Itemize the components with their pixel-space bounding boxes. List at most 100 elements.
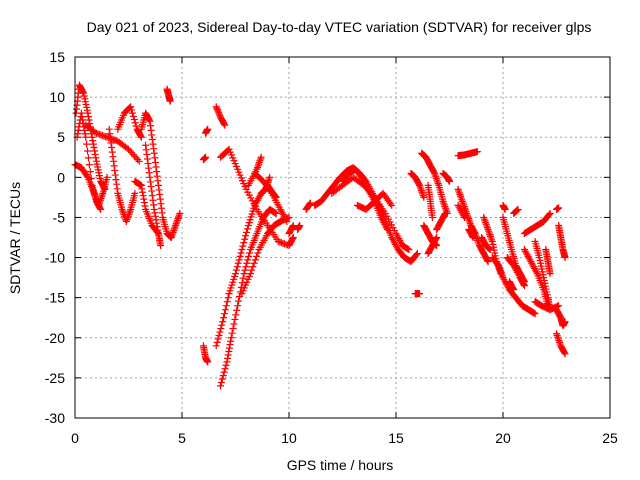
- data-point: [220, 314, 228, 322]
- data-point: [255, 160, 263, 168]
- data-point: [266, 173, 274, 181]
- data-point: [140, 199, 148, 207]
- data-point: [108, 144, 116, 152]
- data-point: [204, 125, 212, 133]
- data-point: [118, 205, 126, 213]
- data-point: [431, 169, 439, 177]
- data-point: [388, 201, 396, 209]
- data-point: [497, 267, 505, 275]
- y-tick-label: -10: [45, 250, 65, 266]
- data-point: [416, 183, 424, 191]
- series-arc-13: [212, 103, 229, 129]
- data-point: [486, 232, 494, 240]
- data-point: [111, 171, 119, 179]
- data-point: [555, 302, 563, 310]
- series-arc-6: [114, 103, 145, 141]
- data-point: [131, 189, 139, 197]
- data-point: [484, 225, 492, 233]
- data-point: [154, 228, 162, 236]
- data-point: [91, 150, 99, 158]
- x-axis-ticks: 0 5 10 15 20 25: [71, 57, 618, 446]
- data-point: [225, 344, 233, 352]
- series-arc-17: [199, 342, 212, 366]
- data-point: [90, 144, 98, 152]
- data-point: [455, 189, 463, 197]
- data-point: [158, 209, 166, 217]
- y-tick-label: 0: [57, 169, 65, 185]
- series-arc-11: [163, 85, 174, 105]
- data-point: [245, 252, 253, 260]
- data-point: [561, 318, 569, 326]
- y-axis-label: SDTVAR / TECUs: [7, 182, 23, 294]
- data-point: [289, 223, 297, 231]
- data-point: [442, 206, 450, 214]
- data-point: [480, 213, 488, 221]
- data-point: [107, 139, 115, 147]
- series-arc-41: [465, 225, 477, 241]
- data-point: [223, 298, 231, 306]
- y-tick-label: -20: [45, 330, 65, 346]
- data-point: [98, 193, 106, 201]
- data-point: [271, 192, 279, 200]
- data-point: [233, 263, 241, 271]
- series-arc-3: [73, 109, 105, 213]
- data-point: [466, 218, 474, 226]
- data-point: [138, 185, 146, 193]
- data-point: [246, 249, 254, 257]
- data-point: [173, 218, 181, 226]
- data-point: [487, 234, 495, 242]
- series-arc-40: [454, 201, 468, 221]
- data-point: [255, 158, 263, 166]
- data-point: [244, 256, 252, 264]
- data-point: [465, 216, 473, 224]
- data-point: [214, 107, 222, 115]
- data-point: [110, 162, 118, 170]
- data-point: [146, 173, 154, 181]
- data-point: [434, 178, 442, 186]
- data-point: [241, 235, 249, 243]
- data-point: [153, 168, 161, 176]
- data-point: [480, 215, 488, 223]
- data-point: [434, 180, 442, 188]
- data-point: [202, 153, 210, 161]
- data-point: [234, 259, 242, 267]
- data-point: [84, 109, 92, 117]
- data-point: [272, 193, 280, 201]
- series-arc-45: [499, 201, 509, 213]
- data-point: [217, 382, 225, 390]
- data-point: [147, 122, 155, 130]
- data-point: [283, 217, 291, 225]
- data-point: [97, 205, 105, 213]
- data-point: [144, 160, 152, 168]
- series-arc-29: [353, 189, 396, 213]
- data-point: [218, 375, 226, 383]
- series-arc-47: [503, 254, 528, 290]
- data-point: [514, 205, 522, 213]
- data-point: [405, 246, 413, 254]
- x-tick-label: 25: [602, 430, 618, 446]
- data-point: [122, 217, 130, 225]
- data-point: [217, 378, 225, 386]
- data-point: [282, 216, 290, 224]
- data-point: [150, 145, 158, 153]
- data-point: [166, 97, 174, 105]
- data-point: [151, 212, 159, 220]
- data-point: [86, 168, 94, 176]
- data-point: [440, 199, 448, 207]
- data-point: [556, 338, 564, 346]
- data-point: [113, 185, 121, 193]
- data-point: [151, 154, 159, 162]
- data-point: [141, 202, 149, 210]
- data-point: [91, 128, 99, 136]
- data-point: [119, 207, 127, 215]
- data-point: [129, 150, 137, 158]
- data-point: [156, 195, 164, 203]
- data-point: [412, 251, 420, 259]
- data-point: [561, 254, 569, 262]
- y-tick-label: -5: [53, 209, 66, 225]
- data-point: [215, 331, 223, 339]
- data-point: [234, 302, 242, 310]
- data-point: [560, 349, 568, 357]
- data-point: [416, 181, 424, 189]
- data-point: [111, 166, 119, 174]
